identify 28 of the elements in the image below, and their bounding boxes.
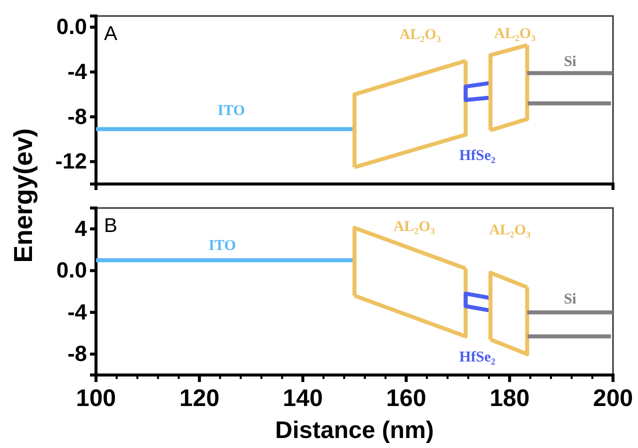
y-tick-label: 0.0 [56, 258, 87, 283]
series-label: ITO [218, 103, 245, 120]
series-label: AL₂O₃ [399, 26, 442, 43]
text: HfSe₂ [459, 349, 496, 366]
annotation: A [104, 23, 118, 45]
series-label: Si [564, 54, 576, 70]
y-tick-label: -4 [67, 59, 88, 84]
x-tick-label: 120 [179, 385, 220, 412]
x-tick-label: 160 [386, 385, 426, 412]
y-tick-label: 4 [74, 216, 88, 241]
series-label: AL₂O₃ [393, 218, 436, 235]
x-tick-label: 140 [282, 385, 323, 412]
series-label: AL₂O₃ [494, 26, 536, 42]
y-tick-label: -4 [67, 299, 88, 324]
y-tick-label: -8 [67, 341, 87, 366]
series-label: Si [564, 291, 576, 308]
x-axis-title: Distance (nm) [275, 417, 434, 444]
annotation: B [104, 215, 118, 237]
y-tick-label: 0.0 [56, 14, 87, 40]
text: HfSe₂ [459, 148, 496, 164]
x-tick-label: 100 [76, 385, 116, 412]
y-axis-title: Energy(ev) [8, 128, 38, 263]
y-tick-label: -8 [67, 104, 87, 129]
x-tick-label: 180 [490, 385, 530, 412]
x-tick-label: 200 [592, 385, 634, 412]
series-label: ITO [208, 238, 236, 254]
text: AL₂O₃ [489, 222, 532, 239]
y-tick-label: -12 [55, 148, 87, 174]
